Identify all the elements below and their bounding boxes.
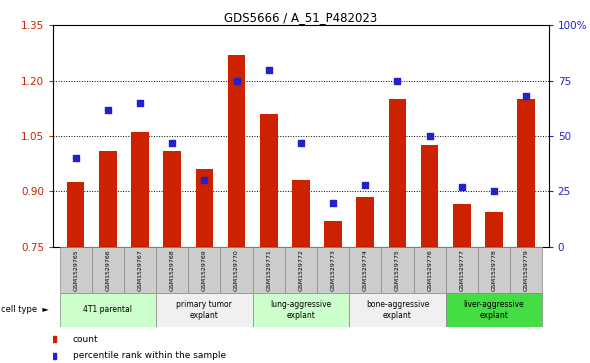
Bar [324, 221, 342, 247]
Bar [156, 247, 188, 293]
Text: GSM1529773: GSM1529773 [330, 249, 336, 291]
Text: GSM1529774: GSM1529774 [363, 249, 368, 291]
Text: GSM1529766: GSM1529766 [105, 249, 110, 291]
Bar [188, 247, 221, 293]
Bar [414, 247, 445, 293]
Bar [445, 247, 478, 293]
Text: percentile rank within the sample: percentile rank within the sample [73, 351, 226, 360]
Title: GDS5666 / A_51_P482023: GDS5666 / A_51_P482023 [224, 11, 378, 24]
Bar [478, 247, 510, 293]
Point [199, 178, 209, 183]
Bar [99, 151, 117, 247]
Text: GSM1529777: GSM1529777 [459, 249, 464, 291]
Bar [67, 182, 84, 247]
Bar [485, 212, 503, 247]
Text: count: count [73, 335, 99, 344]
Point [329, 200, 338, 205]
Point [360, 182, 370, 188]
Point [71, 155, 80, 161]
Text: GSM1529772: GSM1529772 [299, 249, 303, 291]
Text: lung-aggressive
explant: lung-aggressive explant [270, 300, 332, 320]
Bar [510, 247, 542, 293]
Text: GSM1529770: GSM1529770 [234, 249, 239, 291]
Text: GSM1529779: GSM1529779 [524, 249, 529, 291]
Text: GSM1529771: GSM1529771 [266, 249, 271, 291]
Text: GSM1529776: GSM1529776 [427, 249, 432, 291]
Bar [317, 247, 349, 293]
Text: bone-aggressive
explant: bone-aggressive explant [366, 300, 429, 320]
Point [168, 140, 177, 146]
Bar [195, 170, 213, 247]
Bar [163, 151, 181, 247]
Point [393, 78, 402, 84]
Bar [445, 293, 542, 327]
Point [425, 133, 434, 139]
Bar [349, 247, 381, 293]
Bar [260, 114, 277, 247]
Bar [421, 145, 438, 247]
Bar [131, 132, 149, 247]
Bar [228, 55, 245, 247]
Point [232, 78, 241, 84]
Text: GSM1529768: GSM1529768 [170, 249, 175, 291]
Point [457, 184, 467, 190]
Point [489, 189, 499, 195]
Bar [156, 293, 253, 327]
Text: GSM1529765: GSM1529765 [73, 249, 78, 291]
Text: cell type  ►: cell type ► [1, 305, 48, 314]
Bar [60, 293, 156, 327]
Bar [453, 204, 471, 247]
Bar [221, 247, 253, 293]
Point [296, 140, 306, 146]
Text: GSM1529775: GSM1529775 [395, 249, 400, 291]
Bar [389, 99, 407, 247]
Text: primary tumor
explant: primary tumor explant [176, 300, 232, 320]
Bar [124, 247, 156, 293]
Text: liver-aggressive
explant: liver-aggressive explant [464, 300, 525, 320]
Point [103, 107, 113, 113]
Text: GSM1529778: GSM1529778 [491, 249, 497, 291]
Bar [253, 247, 285, 293]
Bar [285, 247, 317, 293]
Text: 4T1 parental: 4T1 parental [83, 305, 132, 314]
Bar [91, 247, 124, 293]
Bar [349, 293, 445, 327]
Point [135, 100, 145, 106]
Bar [517, 99, 535, 247]
Bar [292, 180, 310, 247]
Text: GSM1529769: GSM1529769 [202, 249, 207, 291]
Point [522, 93, 531, 99]
Bar [381, 247, 414, 293]
Bar [253, 293, 349, 327]
Point [264, 67, 273, 73]
Text: GSM1529767: GSM1529767 [137, 249, 143, 291]
Bar [356, 197, 374, 247]
Bar [60, 247, 91, 293]
